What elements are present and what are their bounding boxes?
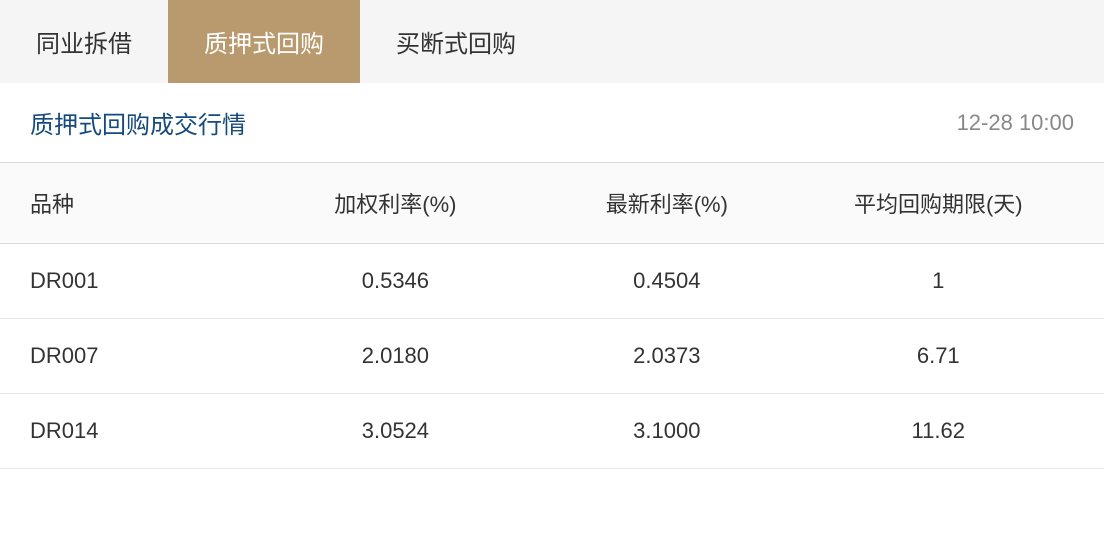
tab-pledged-repo[interactable]: 质押式回购 bbox=[168, 0, 360, 83]
cell-weighted-rate: 0.5346 bbox=[260, 268, 531, 294]
cell-avg-term: 11.62 bbox=[803, 418, 1074, 444]
cell-variety: DR001 bbox=[30, 268, 260, 294]
cell-variety: DR014 bbox=[30, 418, 260, 444]
column-header-latest-rate: 最新利率(%) bbox=[531, 187, 802, 219]
table-row: DR014 3.0524 3.1000 11.62 bbox=[0, 394, 1104, 469]
cell-weighted-rate: 3.0524 bbox=[260, 418, 531, 444]
cell-weighted-rate: 2.0180 bbox=[260, 343, 531, 369]
table-row: DR001 0.5346 0.4504 1 bbox=[0, 244, 1104, 319]
table-row: DR007 2.0180 2.0373 6.71 bbox=[0, 319, 1104, 394]
column-header-avg-term: 平均回购期限(天) bbox=[803, 187, 1074, 219]
cell-latest-rate: 0.4504 bbox=[531, 268, 802, 294]
section-title: 质押式回购成交行情 bbox=[30, 105, 246, 140]
table-header: 品种 加权利率(%) 最新利率(%) 平均回购期限(天) bbox=[0, 163, 1104, 244]
tab-outright-repo[interactable]: 买断式回购 bbox=[360, 0, 552, 83]
cell-avg-term: 1 bbox=[803, 268, 1074, 294]
cell-latest-rate: 3.1000 bbox=[531, 418, 802, 444]
cell-avg-term: 6.71 bbox=[803, 343, 1074, 369]
timestamp: 12-28 10:00 bbox=[957, 110, 1074, 136]
tabs-container: 同业拆借 质押式回购 买断式回购 bbox=[0, 0, 1104, 83]
section-header: 质押式回购成交行情 12-28 10:00 bbox=[0, 83, 1104, 163]
cell-variety: DR007 bbox=[30, 343, 260, 369]
tab-interbank-lending[interactable]: 同业拆借 bbox=[0, 0, 168, 83]
column-header-weighted-rate: 加权利率(%) bbox=[260, 187, 531, 219]
column-header-variety: 品种 bbox=[30, 187, 260, 219]
data-table: 品种 加权利率(%) 最新利率(%) 平均回购期限(天) DR001 0.534… bbox=[0, 163, 1104, 469]
cell-latest-rate: 2.0373 bbox=[531, 343, 802, 369]
